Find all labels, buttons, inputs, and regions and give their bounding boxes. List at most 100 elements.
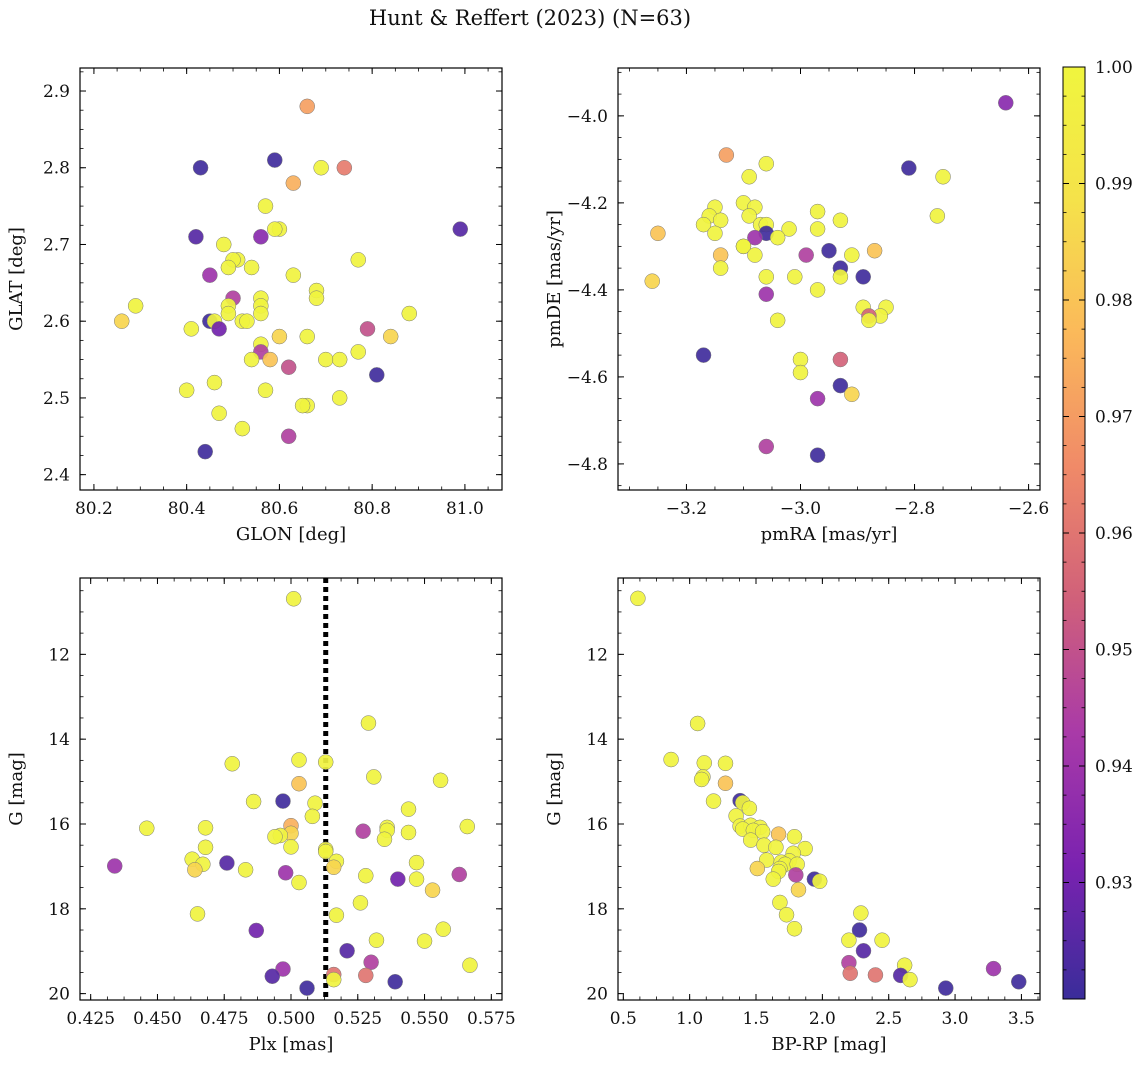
data-point [809, 221, 826, 237]
data-point [401, 305, 418, 322]
data-point [187, 862, 203, 878]
data-point [285, 267, 302, 283]
data-point [245, 793, 262, 810]
data-point [197, 839, 214, 856]
data-point [234, 420, 251, 437]
data-point [220, 259, 237, 276]
colorbar-tick-label: 0.95 [1095, 641, 1133, 661]
data-point [267, 221, 283, 237]
data-point [390, 871, 406, 887]
data-point [257, 382, 274, 399]
data-point [183, 321, 200, 337]
data-point [350, 252, 366, 268]
data-point [787, 269, 803, 285]
x-tick-label: 81.0 [446, 499, 484, 519]
y-tick-label: 12 [586, 645, 608, 665]
y-tick-label: 2.8 [43, 159, 70, 179]
data-point [294, 397, 311, 414]
points-group [113, 98, 469, 460]
data-point [902, 971, 918, 988]
data-point [742, 832, 759, 848]
data-point [874, 932, 890, 948]
x-tick-label: −2.6 [1008, 499, 1049, 519]
data-point [938, 980, 954, 996]
data-point [313, 159, 329, 176]
x-axis-label: BP-RP [mag] [771, 1034, 886, 1055]
data-point [262, 351, 278, 368]
panel-pmra-pmde: −3.2 −3.0 −2.8 −2.6 −4.8 −4.6 −4.4 −4.2 −4.0 pmRA… [544, 67, 1049, 545]
data-point [770, 826, 787, 842]
x-tick-label: 80.6 [260, 499, 298, 519]
data-point [712, 247, 729, 263]
y-tick-label: 2.6 [43, 312, 70, 332]
data-point [985, 960, 1002, 977]
data-point [866, 242, 883, 259]
data-point [821, 242, 837, 259]
data-point [243, 259, 260, 276]
data-point [718, 147, 735, 163]
data-point [253, 229, 269, 245]
panel-bprp-g: 0.5 1.0 1.5 2.0 2.5 3.0 3.5 12 14 16 18 20 BP-RP [ma… [544, 577, 1041, 1055]
data-point [832, 351, 849, 368]
data-point [267, 152, 283, 168]
data-point [1011, 974, 1027, 990]
y-tick-label: 20 [586, 985, 608, 1005]
data-point [758, 286, 775, 302]
y-tick-label: 2.7 [43, 235, 70, 255]
data-point [768, 839, 784, 856]
data-point [248, 922, 265, 939]
data-point [188, 229, 204, 245]
data-point [299, 980, 315, 996]
data-point [424, 882, 441, 898]
figure-title: Hunt & Reffert (2023) (N=63) [368, 6, 692, 30]
data-point [363, 954, 379, 971]
data-point [705, 793, 722, 809]
data-point [786, 828, 803, 845]
data-point [197, 443, 213, 460]
data-point [197, 820, 214, 836]
data-point [317, 843, 334, 860]
data-point [851, 922, 868, 938]
data-point [832, 212, 849, 229]
data-point [717, 755, 734, 772]
data-point [400, 801, 417, 817]
data-point [325, 859, 342, 876]
data-point [189, 906, 206, 922]
data-point [844, 386, 860, 403]
data-point [350, 344, 366, 360]
data-point [291, 752, 307, 768]
y-tick-label: 20 [48, 985, 70, 1005]
data-point [769, 312, 786, 329]
data-point [832, 377, 849, 394]
y-tick-label: 2.4 [43, 466, 70, 486]
data-point [400, 824, 417, 841]
data-point [355, 823, 371, 839]
y-tick-label: 14 [586, 730, 608, 750]
data-point [325, 971, 342, 988]
data-point [735, 238, 752, 255]
y-axis-label: G [mag] [6, 752, 27, 825]
y-axis-label: G [mag] [544, 752, 565, 825]
data-point [749, 860, 766, 877]
colorbar-tick-label: 0.97 [1095, 408, 1133, 428]
x-axis-label: Plx [mas] [249, 1034, 334, 1055]
x-tick-label: 0.550 [400, 1009, 449, 1029]
x-tick-label: 0.500 [267, 1009, 316, 1029]
x-tick-label: 0.425 [66, 1009, 115, 1029]
data-point [280, 428, 297, 445]
data-point [712, 260, 729, 276]
data-point [237, 862, 254, 878]
data-point [331, 390, 348, 406]
data-point [202, 267, 218, 283]
data-point [778, 907, 795, 923]
colorbar-tick-label: 0.94 [1095, 757, 1133, 777]
data-point [366, 769, 382, 785]
data-point [317, 754, 334, 770]
data-point [253, 305, 269, 322]
colorbar-tick-label: 0.98 [1095, 291, 1133, 311]
x-tick-label: 0.450 [133, 1009, 182, 1029]
y-tick-label: −4.6 [567, 368, 608, 388]
data-point [788, 867, 804, 883]
x-tick-label: 1.0 [676, 1009, 703, 1029]
